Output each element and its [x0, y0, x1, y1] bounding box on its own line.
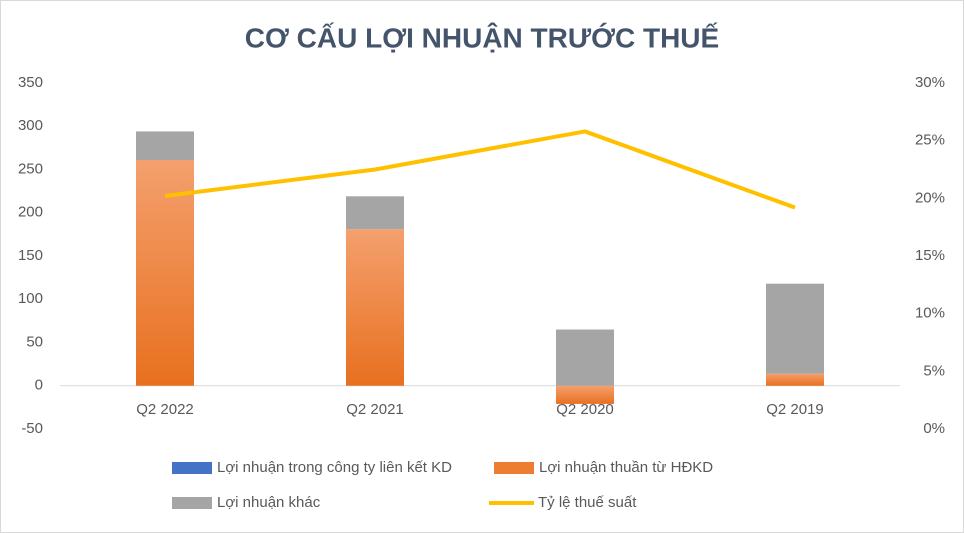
bar [136, 159, 194, 386]
y-tick-label: 300 [18, 117, 43, 134]
y-tick-label: 250 [18, 160, 43, 177]
x-tick-label: Q2 2022 [136, 401, 194, 418]
y2-tick-label: 0% [923, 420, 945, 437]
x-tick-label: Q2 2020 [556, 401, 614, 418]
y-tick-label: 350 [18, 74, 43, 91]
y2-tick-label: 15% [915, 247, 945, 264]
y2-tick-label: 5% [923, 362, 945, 379]
legend-swatch [172, 497, 212, 509]
bar [556, 385, 614, 404]
bar [136, 131, 194, 160]
bar [346, 229, 404, 386]
y-tick-label: 0 [35, 377, 43, 394]
y-tick-label: 100 [18, 290, 43, 307]
y2-tick-label: 25% [915, 132, 945, 149]
y2-tick-label: 20% [915, 189, 945, 206]
y2-tick-label: 10% [915, 305, 945, 322]
y-tick-label: -50 [21, 420, 43, 437]
y2-tick-label: 30% [915, 74, 945, 91]
legend-label: Lợi nhuận trong công ty liên kết KD [217, 459, 452, 476]
legend-label: Tỷ lệ thuế suất [538, 494, 637, 511]
y-tick-label: 200 [18, 204, 43, 221]
bar [766, 373, 824, 386]
bar [766, 283, 824, 374]
bar [556, 329, 614, 386]
chart-title: CƠ CẤU LỢI NHUẬN TRƯỚC THUẾ [245, 22, 719, 53]
legend-swatch [172, 462, 212, 474]
legend-label: Lợi nhuận khác [217, 494, 321, 511]
line [164, 129, 796, 210]
y-tick-label: 50 [26, 333, 43, 350]
y-tick-label: 150 [18, 247, 43, 264]
x-tick-label: Q2 2019 [766, 401, 824, 418]
bar [346, 196, 404, 230]
x-tick-label: Q2 2021 [346, 401, 404, 418]
legend-swatch [494, 462, 534, 474]
legend-label: Lợi nhuận thuần từ HĐKD [539, 459, 713, 476]
